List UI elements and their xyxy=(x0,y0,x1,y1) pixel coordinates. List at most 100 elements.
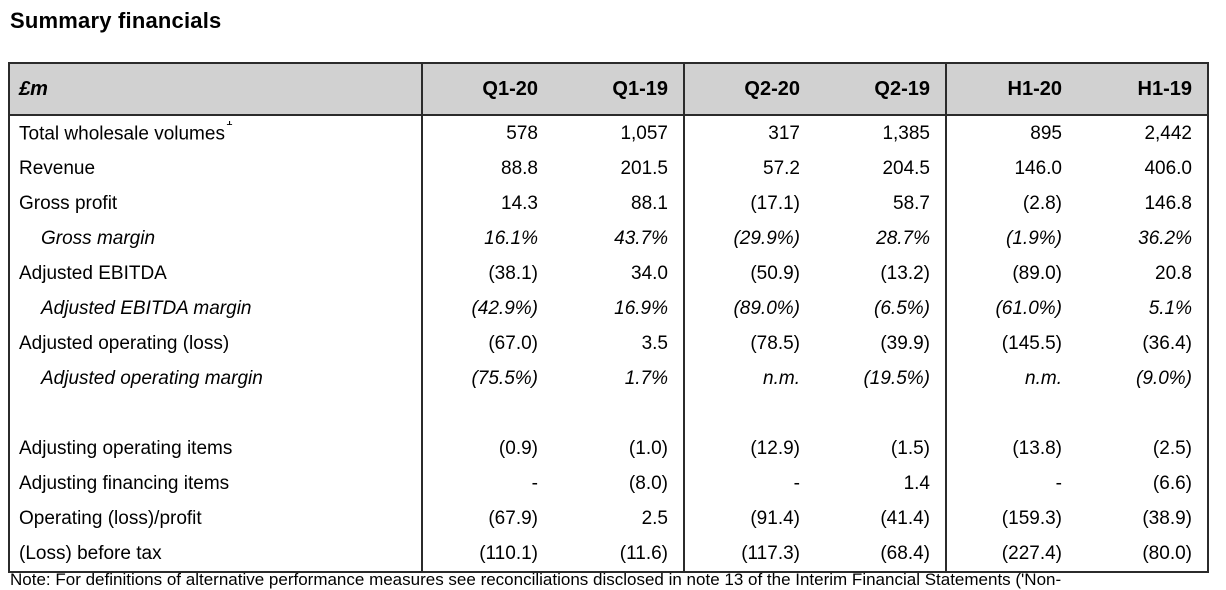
row-label-text: Gross profit xyxy=(19,192,118,214)
value-cell: (80.0) xyxy=(1142,542,1192,564)
table-row: Adjusted operating (loss) (67.0) 3.5 (78.5)… xyxy=(10,326,1207,361)
value-cell: 1,057 xyxy=(620,122,668,144)
value-cell: 317 xyxy=(683,116,815,151)
value-cell: 204.5 xyxy=(882,157,930,179)
value-cell: (68.4) xyxy=(880,542,930,564)
value-cell: (145.5) xyxy=(945,326,1077,361)
value-cell: 16.9% xyxy=(614,297,668,319)
value-cell xyxy=(421,396,553,431)
table-row: Adjusting financing items - (8.0) -1.4- (6.6… xyxy=(10,466,1207,501)
value-cell: (67.9) xyxy=(421,501,553,536)
value-cell: (8.0) xyxy=(628,472,668,494)
value-cell xyxy=(683,396,815,431)
value-cell: 1.4 xyxy=(903,472,930,494)
value-cell: (1.9%) xyxy=(945,221,1077,256)
row-label-text: Total wholesale volumes xyxy=(19,123,225,145)
summary-financials-table: £m Q1-20 Q1-19 Q2-20 Q2-19 H1-20 H1-19 Total wh… xyxy=(8,62,1209,573)
row-label: Adjusted operating (loss) xyxy=(10,333,421,355)
value-cell xyxy=(945,396,1077,431)
value-cell: 34.0 xyxy=(631,262,668,284)
row-label-text: Adjusted operating (loss) xyxy=(19,332,230,354)
value-cell: (1.5) xyxy=(890,437,930,459)
value-cell: 57.2 xyxy=(683,151,815,186)
value-cell: (17.1) xyxy=(683,186,815,221)
value-cell: (12.9) xyxy=(683,431,815,466)
value-cell: 2,442 xyxy=(1144,122,1192,144)
value-cell: (42.9%) xyxy=(421,291,553,326)
value-cell: (0.9) xyxy=(421,431,553,466)
value-cell: 20.8 xyxy=(1155,262,1192,284)
value-cell: 201.5 xyxy=(620,157,668,179)
value-cell: 146.8 xyxy=(1144,192,1192,214)
row-label: Revenue xyxy=(10,158,421,180)
value-cell: 28.7% xyxy=(876,227,930,249)
value-cell: 14.3 xyxy=(421,186,553,221)
table-row: Operating (loss)/profit (67.9) 2.5 (91.4) (4… xyxy=(10,501,1207,536)
row-label: Adjusted EBITDA xyxy=(10,263,421,285)
row-label: Adjusting financing items xyxy=(10,473,421,495)
table-row: Total wholesale volumes1 578 1,057 317 1,385… xyxy=(10,116,1207,151)
value-cell: (39.9) xyxy=(880,332,930,354)
row-label-text: Adjusted EBITDA margin xyxy=(41,297,252,319)
value-cell: 88.1 xyxy=(631,192,668,214)
row-label-text: Adjusted operating margin xyxy=(41,367,263,389)
column-header: Q1-19 xyxy=(612,77,668,100)
value-cell: (38.9) xyxy=(1142,507,1192,529)
value-cell: 578 xyxy=(421,116,553,151)
row-label: Gross profit xyxy=(10,193,421,215)
value-cell: 88.8 xyxy=(421,151,553,186)
table-row: Gross margin 16.1% 43.7% (29.9%) 28.7% (1.9%)… xyxy=(10,221,1207,256)
value-cell: (41.4) xyxy=(880,507,930,529)
value-cell: (2.5) xyxy=(1152,437,1192,459)
value-cell: 895 xyxy=(945,116,1077,151)
value-cell: (29.9%) xyxy=(683,221,815,256)
value-cell: (19.5%) xyxy=(863,367,930,389)
row-label-text: Revenue xyxy=(19,157,96,179)
unit-header-cell: £m xyxy=(19,77,48,100)
value-cell: (89.0) xyxy=(945,256,1077,291)
row-label: Operating (loss)/profit xyxy=(10,508,421,530)
value-cell: 5.1% xyxy=(1148,297,1192,319)
row-label: Gross margin xyxy=(10,228,421,250)
row-label-text: (Loss) before tax xyxy=(19,542,162,564)
value-cell: (50.9) xyxy=(683,256,815,291)
value-cell: (38.1) xyxy=(421,256,553,291)
value-cell: - xyxy=(683,466,815,501)
value-cell: (110.1) xyxy=(421,536,553,571)
value-cell: 406.0 xyxy=(1144,157,1192,179)
table-row: Gross profit 14.3 88.1 (17.1) 58.7 (2.8) 146.8 xyxy=(10,186,1207,221)
value-cell: (61.0%) xyxy=(945,291,1077,326)
value-cell: (2.8) xyxy=(945,186,1077,221)
row-label-text: Operating (loss)/profit xyxy=(19,507,202,529)
table-row: Revenue 88.8 201.5 57.2 204.5 146.0 406.0 xyxy=(10,151,1207,186)
value-cell: (91.4) xyxy=(683,501,815,536)
value-cell: 3.5 xyxy=(641,332,668,354)
column-header: Q1-20 xyxy=(421,64,553,114)
column-header: H1-19 xyxy=(1137,77,1192,100)
value-cell: (6.6) xyxy=(1152,472,1192,494)
value-cell: (6.5%) xyxy=(874,297,930,319)
column-header: Q2-20 xyxy=(683,64,815,114)
value-cell: (227.4) xyxy=(945,536,1077,571)
row-label: Adjusting operating items xyxy=(10,438,421,460)
table-row: Adjusted EBITDA margin (42.9%) 16.9% (89.0%… xyxy=(10,291,1207,326)
value-cell: (13.2) xyxy=(880,262,930,284)
value-cell: 16.1% xyxy=(421,221,553,256)
value-cell: 1.7% xyxy=(624,367,668,389)
row-label-text: Gross margin xyxy=(41,227,156,249)
table-header-row: £m Q1-20 Q1-19 Q2-20 Q2-19 H1-20 H1-19 xyxy=(10,64,1207,116)
table-row: Adjusting operating items (0.9) (1.0) (12.9… xyxy=(10,431,1207,466)
value-cell: 43.7% xyxy=(614,227,668,249)
row-label-text: Adjusting operating items xyxy=(19,437,233,459)
column-header: Q2-19 xyxy=(874,77,930,100)
row-label-text: Adjusted EBITDA xyxy=(19,262,167,284)
row-label: (Loss) before tax xyxy=(10,543,421,565)
value-cell: 2.5 xyxy=(641,507,668,529)
value-cell: 1,385 xyxy=(882,122,930,144)
value-cell: (117.3) xyxy=(683,536,815,571)
value-cell: n.m. xyxy=(945,361,1077,396)
value-cell: (89.0%) xyxy=(683,291,815,326)
row-label: Total wholesale volumes1 xyxy=(10,121,421,145)
value-cell: - xyxy=(421,466,553,501)
value-cell: (67.0) xyxy=(421,326,553,361)
